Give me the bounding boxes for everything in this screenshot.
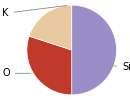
Text: K: K: [2, 6, 67, 18]
Text: Si: Si: [114, 62, 130, 72]
Text: O: O: [2, 68, 31, 78]
Wedge shape: [29, 5, 72, 50]
Wedge shape: [27, 36, 72, 95]
Wedge shape: [72, 5, 117, 95]
